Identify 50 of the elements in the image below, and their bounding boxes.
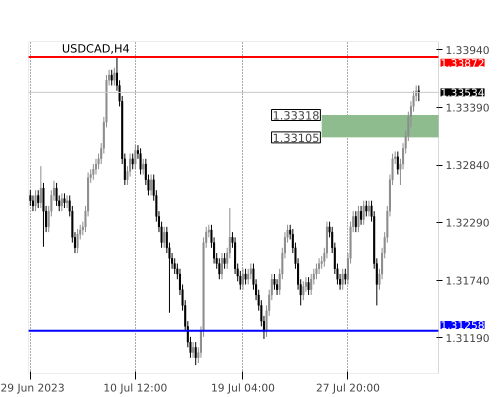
candlestick xyxy=(66,194,68,209)
candlestick xyxy=(76,228,79,254)
y-tick-label: 1.32290 xyxy=(446,216,490,230)
y-tick-label: 1.32840 xyxy=(446,159,490,172)
candlestick xyxy=(34,190,37,212)
candlestick xyxy=(368,200,370,217)
candlestick xyxy=(113,67,116,86)
candlestick xyxy=(360,205,362,226)
candlestick xyxy=(396,150,399,176)
candlestick xyxy=(344,268,346,285)
y-tick-label: 1.31740 xyxy=(446,274,490,288)
x-tick-label: 19 Jul 04:00 xyxy=(211,382,276,394)
candlestick xyxy=(60,192,63,212)
candlestick xyxy=(224,252,226,270)
annotation: 1.33105 xyxy=(272,130,320,145)
ref-line-label: 1.31258 xyxy=(440,318,485,332)
candlestick xyxy=(365,200,368,217)
candlestick xyxy=(140,148,142,176)
ref-line-label: 1.33872 xyxy=(440,56,485,70)
candlestick xyxy=(150,174,152,196)
candlestick xyxy=(357,205,360,233)
candlestick xyxy=(63,192,66,209)
candlestick xyxy=(318,258,320,275)
candlestick xyxy=(163,226,166,248)
candlestick xyxy=(308,276,310,296)
candlestick xyxy=(220,252,223,280)
candlestick xyxy=(110,69,113,86)
candlestick xyxy=(192,342,194,358)
x-tick-label: 29 Jun 2023 xyxy=(0,382,65,394)
ref-line-label: 1.33534 xyxy=(440,86,485,100)
candlestick xyxy=(242,268,244,290)
candlestick xyxy=(194,342,197,366)
candlestick xyxy=(42,182,44,248)
y-tick-label: 1.33390 xyxy=(446,101,490,114)
candlestick xyxy=(142,158,144,176)
x-tick-label: 10 Jul 12:00 xyxy=(103,382,168,394)
candlestick xyxy=(342,268,344,290)
chart-title: USDCAD,H4 xyxy=(62,42,130,56)
candlestick xyxy=(132,153,134,170)
y-tick-label: 1.31190 xyxy=(446,332,490,345)
y-tick-label: 1.33940 xyxy=(446,44,490,57)
candlestick xyxy=(354,210,357,233)
annotation: 1.33318 xyxy=(272,108,320,123)
candlestick xyxy=(134,144,136,170)
x-tick-label: 27 Jul 20:00 xyxy=(316,382,380,394)
candlestick xyxy=(302,280,304,301)
candlestick xyxy=(362,200,365,226)
candlestick xyxy=(37,190,40,209)
candlestick xyxy=(40,166,42,209)
candlestick xyxy=(244,268,247,285)
